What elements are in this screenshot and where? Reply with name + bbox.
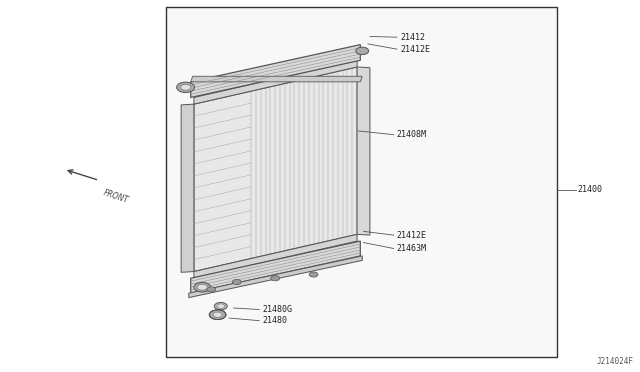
Circle shape	[177, 82, 195, 93]
Circle shape	[207, 287, 216, 292]
Circle shape	[180, 84, 191, 90]
Text: FRONT: FRONT	[102, 188, 130, 205]
Text: 21412: 21412	[400, 33, 425, 42]
Text: J214024F: J214024F	[596, 357, 634, 366]
Polygon shape	[194, 67, 357, 272]
Circle shape	[271, 276, 280, 281]
Circle shape	[194, 282, 211, 292]
Text: 21480G: 21480G	[262, 305, 292, 314]
Circle shape	[356, 47, 369, 55]
Circle shape	[309, 272, 318, 277]
Circle shape	[213, 312, 222, 317]
Bar	[166, 7, 557, 357]
Polygon shape	[194, 234, 357, 278]
Text: 21412E: 21412E	[400, 45, 430, 54]
Text: 21412E: 21412E	[397, 231, 427, 240]
Circle shape	[232, 279, 241, 285]
Text: 21400: 21400	[577, 185, 602, 194]
Polygon shape	[194, 60, 357, 104]
Polygon shape	[189, 256, 362, 298]
Polygon shape	[191, 241, 360, 293]
Text: 21480: 21480	[262, 316, 287, 325]
Text: 21408M: 21408M	[397, 130, 427, 139]
Polygon shape	[191, 76, 362, 82]
Polygon shape	[357, 67, 370, 235]
Circle shape	[197, 284, 207, 290]
Circle shape	[209, 310, 226, 320]
Polygon shape	[181, 104, 194, 272]
Circle shape	[214, 302, 227, 310]
Text: 21463M: 21463M	[397, 244, 427, 253]
Polygon shape	[191, 45, 360, 97]
Circle shape	[217, 304, 225, 308]
